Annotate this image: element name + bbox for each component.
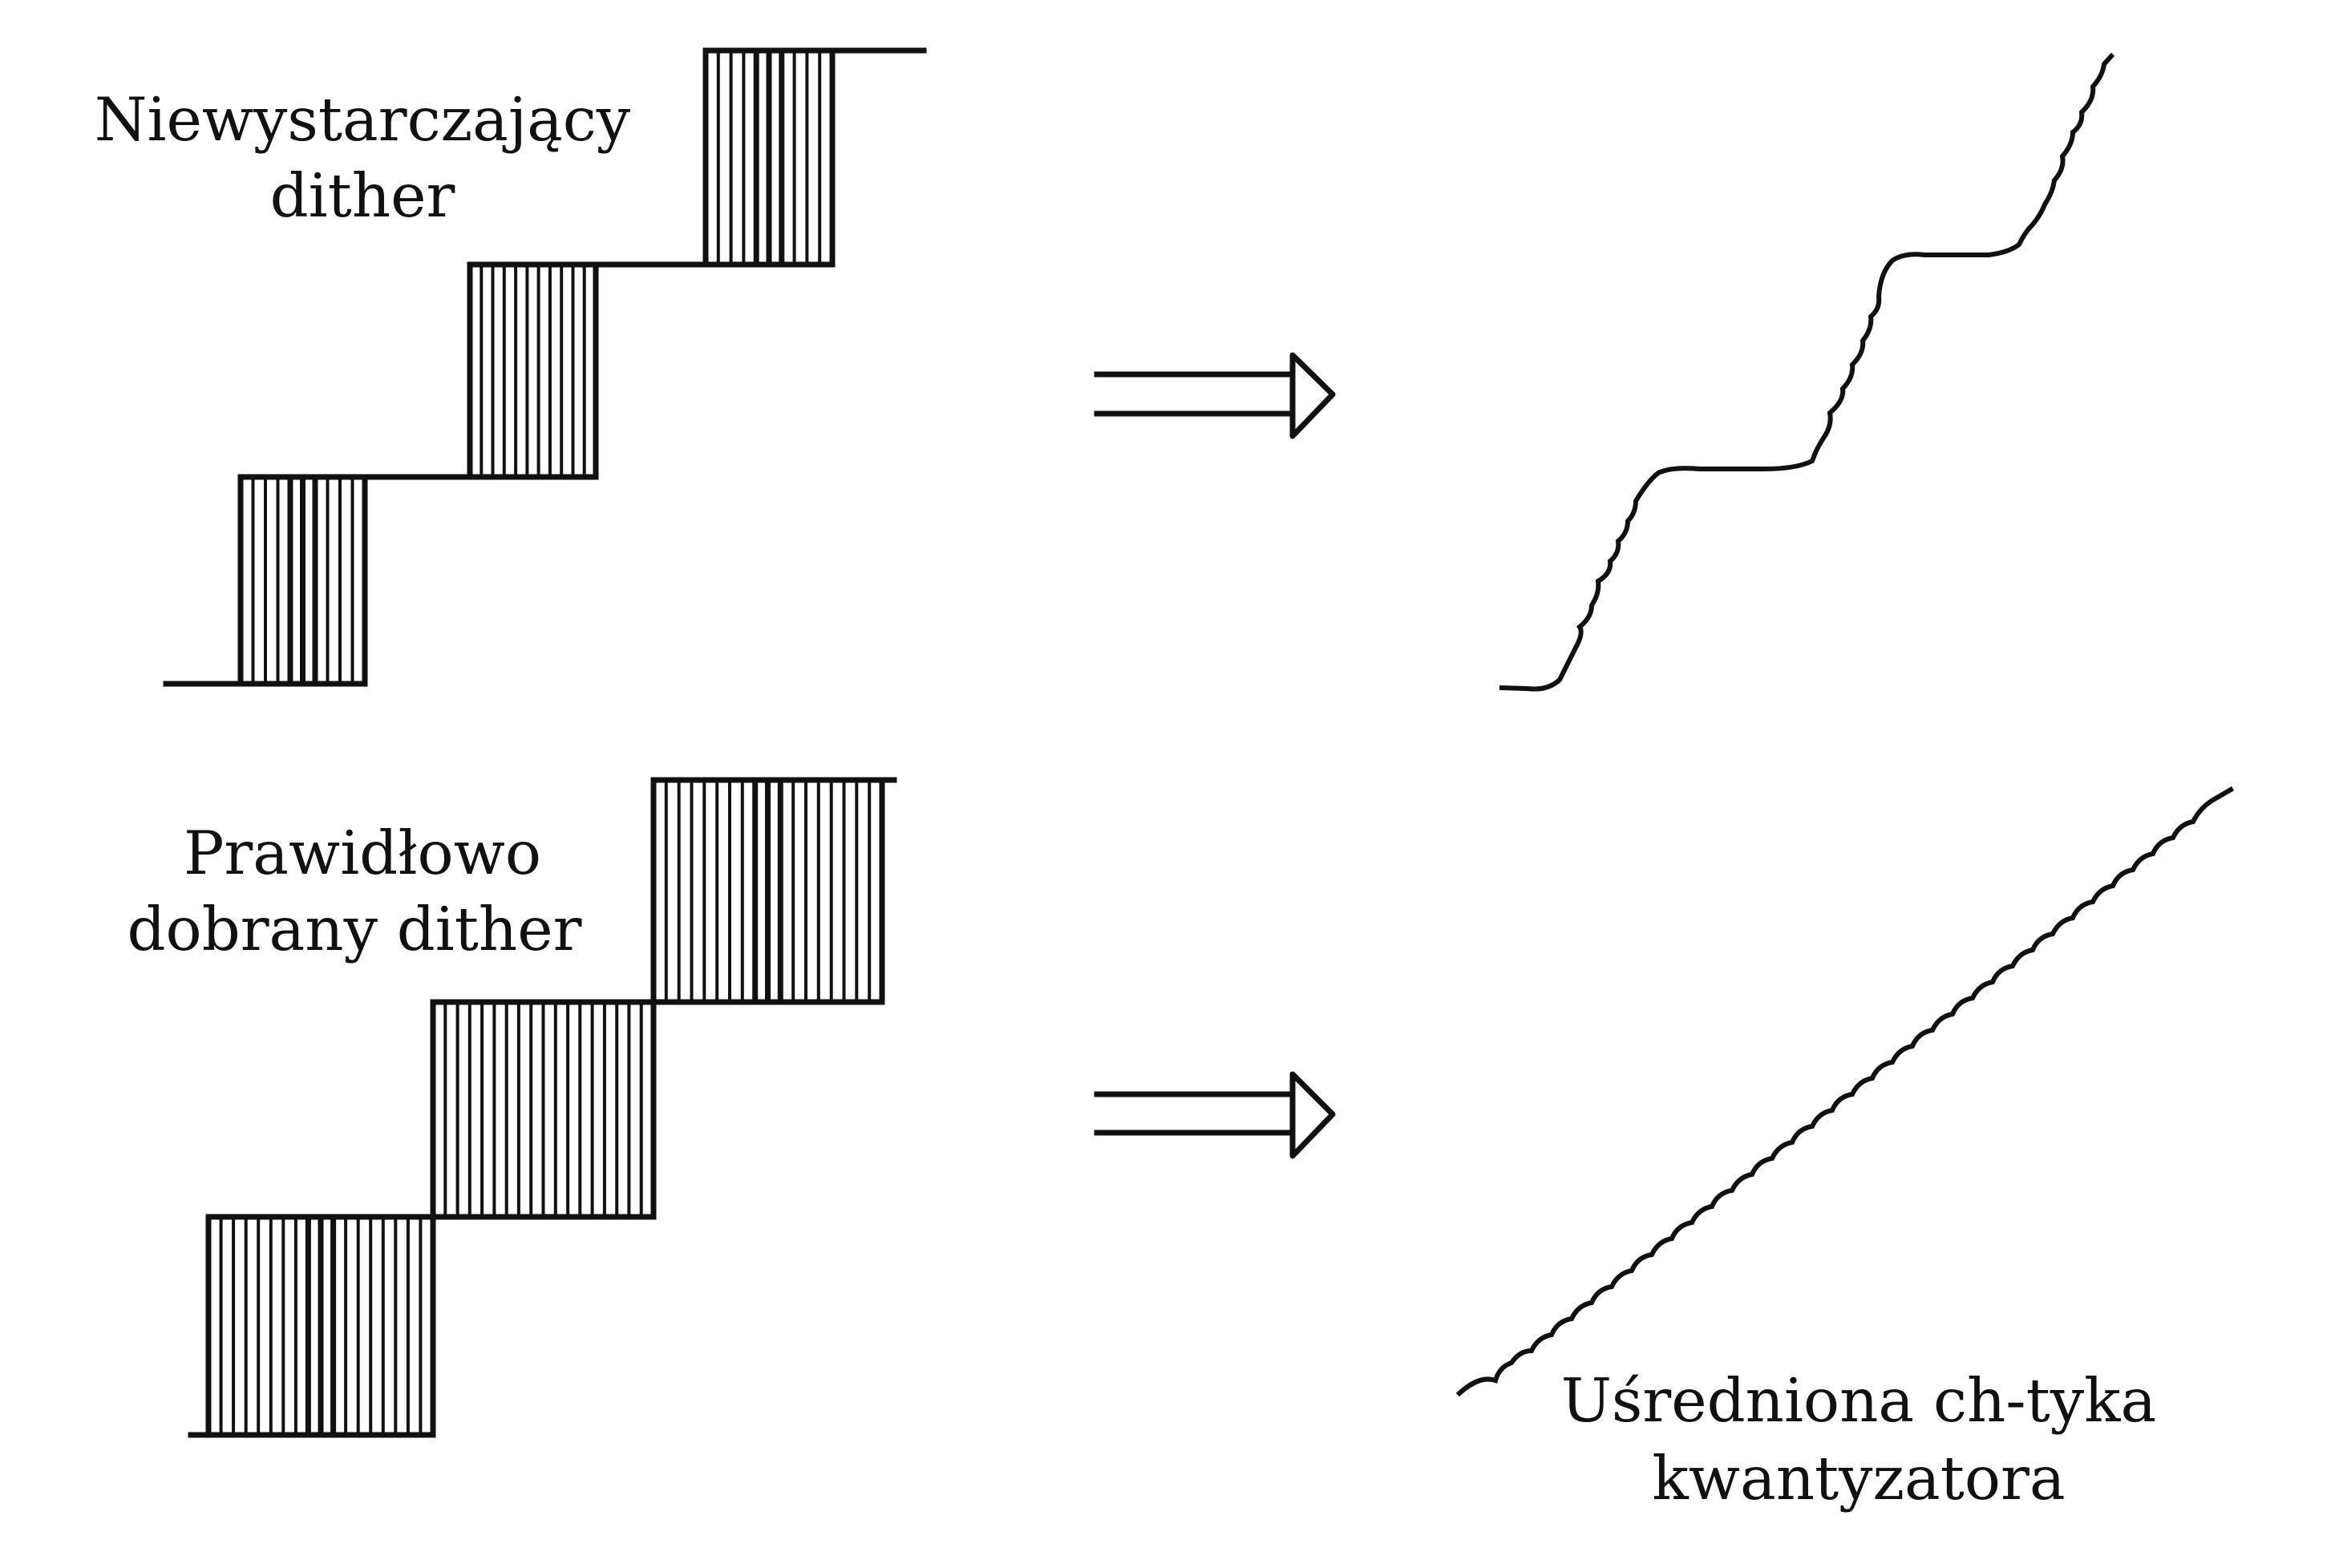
proper-hatch-step-3 (664, 780, 872, 1002)
proper-dither-panel: Prawidłowo dobrany dither Uśredniona ch-… (127, 777, 2235, 1513)
insufficient-dither-label-line1: Niewystarczający (95, 84, 631, 155)
insufficient-hatch-step-1 (251, 477, 354, 684)
averaged-characteristic-label-line2: kwantyzatora (1652, 1443, 2065, 1513)
proper-hatch-step-1 (219, 1217, 423, 1435)
double-line-right-arrow-icon (1094, 1071, 1336, 1159)
proper-averaged-curve (1455, 786, 2235, 1397)
proper-dither-label-line1: Prawidłowo (184, 818, 541, 888)
insufficient-averaged-curve (1499, 52, 2115, 692)
insufficient-dither-panel: Niewystarczający dither (95, 47, 2115, 692)
insufficient-hatch-step-2 (480, 265, 586, 477)
proper-hatch-step-2 (443, 1002, 643, 1217)
double-line-right-arrow-icon (1094, 352, 1336, 439)
proper-dither-label-line2: dobrany dither (127, 894, 582, 964)
insufficient-hatch-step-3 (716, 51, 822, 265)
insufficient-dither-label-line2: dither (270, 160, 455, 231)
averaged-characteristic-label-line1: Uśredniona ch-tyka (1561, 1365, 2157, 1436)
